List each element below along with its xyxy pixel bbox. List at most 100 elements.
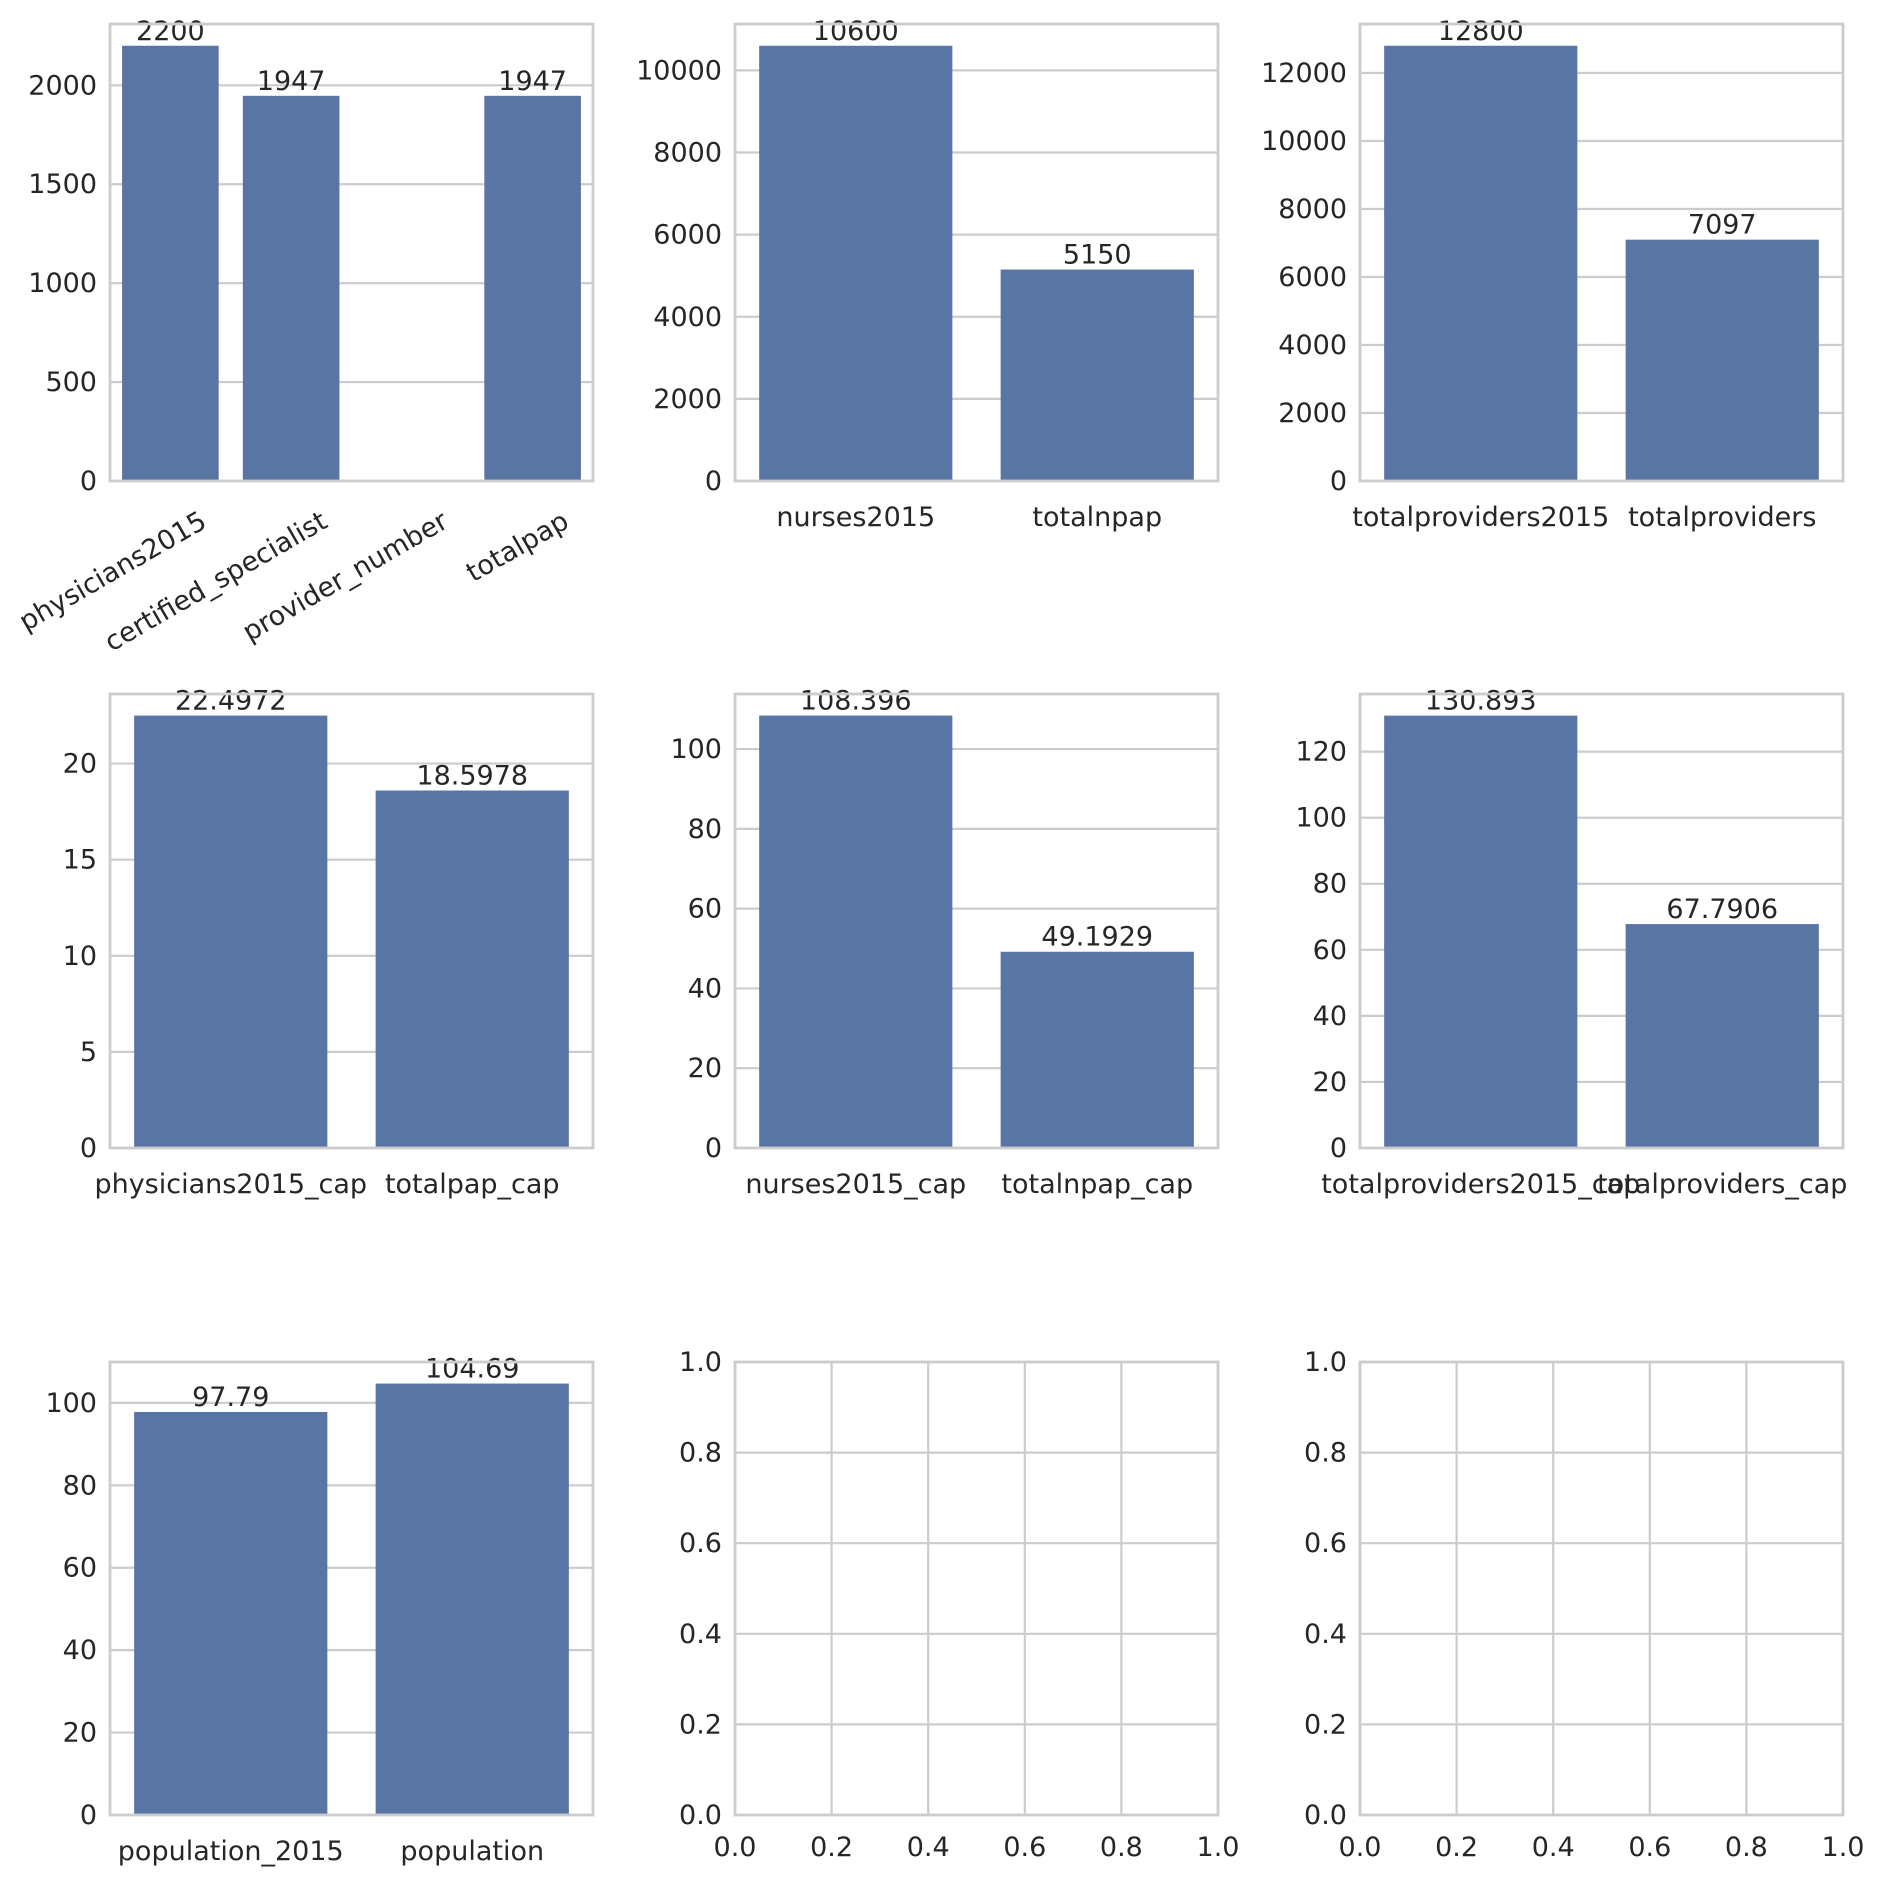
y-tick-label: 0.0: [679, 1800, 722, 1831]
subplot-6: 0 20 40 60 80 100 120 130.893 totalproviders2015…: [1295, 686, 1847, 1200]
y-tick-label: 0.4: [679, 1619, 722, 1650]
y-tick-label: 60: [63, 1553, 97, 1584]
axes-frame: [1358, 22, 1845, 483]
subplot-8: 0.0 0.2 0.4 0.6 0.8 1.0 0.0 0.2 0.4 0.6 0.8 1.0: [679, 1347, 1239, 1863]
y-tick-label: 5: [80, 1037, 97, 1068]
y-tick-label: 40: [63, 1635, 97, 1666]
y-tick-label: 0: [1330, 1133, 1347, 1164]
y-tick-label: 40: [688, 973, 722, 1004]
bar: [1384, 45, 1578, 482]
y-tick-label: 20: [63, 749, 97, 780]
y-tick-label: 0.8: [1304, 1438, 1347, 1469]
bar: [375, 1383, 569, 1815]
y-tick-label: 1000: [28, 268, 97, 299]
x-tick-label: certified_specialist: [100, 506, 333, 658]
x-tick-label: totalproviders_cap: [1597, 1169, 1847, 1200]
x-tick-label: 0.4: [1532, 1832, 1575, 1863]
y-tick-label: 60: [688, 894, 722, 925]
y-tick-label: 10000: [636, 55, 722, 86]
bar: [134, 715, 328, 1148]
bar: [1000, 951, 1194, 1148]
x-tick-label: provider_number: [237, 505, 454, 648]
y-tick-label: 15: [63, 845, 97, 876]
bar-value-label: 67.7906: [1666, 894, 1778, 925]
bar-value-label: 10600: [813, 16, 899, 47]
y-tick-label: 20: [63, 1718, 97, 1749]
subplot-5: 0 20 40 60 80 100 108.396 nurses2015_cap 49.1929…: [670, 686, 1220, 1200]
axes-frame: [108, 22, 595, 483]
y-tick-label: 40: [1313, 1001, 1347, 1032]
x-tick-label: totalnpap_cap: [1001, 1169, 1193, 1200]
bar: [1384, 715, 1578, 1148]
subplot-9: 0.0 0.2 0.4 0.6 0.8 1.0 0.0 0.2 0.4 0.6 0.8 1.0: [1304, 1347, 1864, 1863]
y-tick-label: 8000: [653, 138, 722, 169]
x-tick-label: 0.6: [1628, 1832, 1671, 1863]
axes-frame: [1358, 692, 1845, 1150]
axes-frame: [1358, 1360, 1845, 1817]
y-tick-label: 1500: [28, 169, 97, 200]
y-tick-label: 12000: [1261, 58, 1347, 89]
bar: [122, 45, 219, 482]
y-tick-label: 120: [1295, 737, 1347, 768]
x-tick-label: 0.2: [1435, 1832, 1478, 1863]
y-tick-label: 1.0: [679, 1347, 722, 1378]
y-tick-label: 20: [688, 1053, 722, 1084]
x-tick-label: nurses2015: [776, 502, 935, 533]
y-tick-label: 0: [80, 466, 97, 497]
bar-value-label: 22.4972: [175, 686, 287, 717]
x-tick-label: totalnpap: [1032, 502, 1162, 533]
bar-value-label: 18.5978: [416, 761, 528, 792]
bar-value-label: 130.893: [1425, 686, 1537, 717]
y-tick-label: 0: [705, 1133, 722, 1164]
x-tick-label: 1.0: [1822, 1832, 1865, 1863]
y-tick-label: 100: [670, 734, 722, 765]
y-tick-label: 10: [63, 941, 97, 972]
bar: [375, 790, 569, 1148]
bar-value-label: 108.396: [800, 686, 912, 717]
y-tick-label: 0: [80, 1800, 97, 1831]
bar-value-label: 104.69: [425, 1354, 519, 1385]
y-tick-label: 0: [80, 1133, 97, 1164]
y-tick-label: 0.6: [1304, 1528, 1347, 1559]
bar: [759, 45, 953, 482]
bar-value-label: 97.79: [192, 1382, 269, 1413]
y-tick-label: 0: [705, 466, 722, 497]
y-tick-label: 0.2: [1304, 1709, 1347, 1740]
subplot-1: 05001000150020002200physicians20151947ce…: [14, 16, 595, 658]
axes-frame: [733, 1360, 1220, 1817]
y-tick-label: 0.0: [1304, 1800, 1347, 1831]
bar: [484, 95, 581, 482]
y-tick-label: 60: [1313, 935, 1347, 966]
y-tick-label: 4000: [1278, 330, 1347, 361]
bar: [1625, 924, 1819, 1148]
bar-value-label: 12800: [1438, 16, 1524, 47]
x-tick-label: 0.8: [1725, 1832, 1768, 1863]
axes-frame: [733, 22, 1220, 483]
bar-value-label: 49.1929: [1041, 922, 1153, 953]
y-tick-label: 8000: [1278, 194, 1347, 225]
x-tick-label: totalpap: [461, 506, 574, 589]
subplot-7: 0 20 40 60 80 100 97.79 population_2015 104.69 po…: [45, 1354, 595, 1867]
subplot-2: 0 2000 4000 6000 8000 10000 10600 nurses2015 515…: [636, 16, 1220, 533]
axes-frame: [108, 1360, 595, 1817]
y-tick-label: 500: [45, 367, 97, 398]
y-tick-label: 4000: [653, 302, 722, 333]
y-tick-label: 100: [1295, 803, 1347, 834]
x-tick-label: totalproviders: [1628, 502, 1816, 533]
y-tick-label: 6000: [653, 220, 722, 251]
y-tick-label: 0: [1330, 466, 1347, 497]
subplot-3: 0 2000 4000 6000 8000 10000 12000 12800 totalpro…: [1261, 16, 1845, 533]
bar: [242, 95, 340, 482]
y-tick-label: 0.6: [679, 1528, 722, 1559]
x-tick-label: 0.4: [907, 1832, 950, 1863]
x-tick-label: physicians2015_cap: [94, 1169, 367, 1200]
bar-value-label: 5150: [1063, 240, 1132, 271]
bar: [759, 715, 953, 1148]
x-tick-label: totalproviders2015_cap: [1321, 1169, 1640, 1200]
x-tick-label: 1.0: [1197, 1832, 1240, 1863]
bar: [1000, 269, 1194, 481]
y-tick-label: 2000: [28, 70, 97, 101]
x-tick-label: totalpap_cap: [385, 1169, 560, 1200]
axes-frame: [733, 692, 1220, 1150]
